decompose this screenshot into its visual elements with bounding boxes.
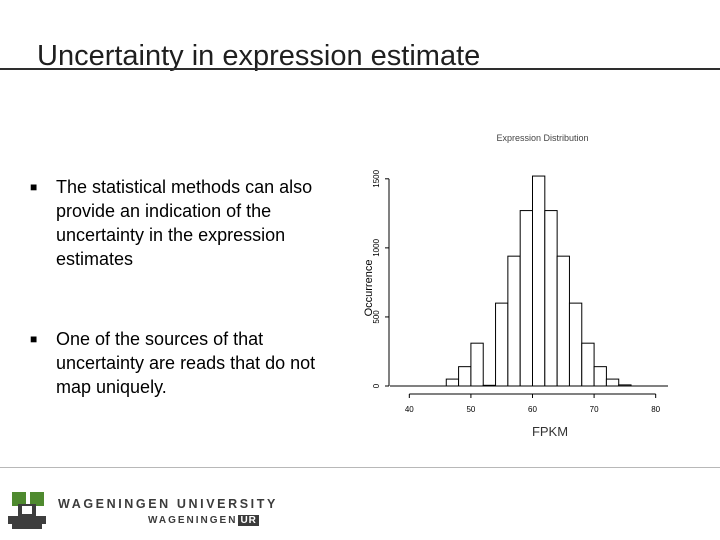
- histogram-bar: [495, 302, 509, 387]
- y-axis-label: Occurrence: [363, 260, 375, 317]
- x-tick-label: 70: [590, 405, 599, 414]
- histogram-bar: [445, 378, 460, 387]
- x-tick-label: 60: [528, 405, 537, 414]
- x-tick-label: 40: [405, 405, 414, 414]
- bullet-item: ■ The statistical methods can also provi…: [30, 175, 350, 271]
- chart-title: Expression Distribution: [496, 133, 588, 143]
- x-tick-label: 80: [651, 405, 660, 414]
- wageningen-logo-icon: [8, 492, 46, 529]
- histogram-bar: [568, 302, 583, 387]
- square-bullet-icon: ■: [30, 332, 38, 346]
- histogram-bar: [556, 255, 570, 387]
- histogram-bar: [618, 384, 632, 387]
- histogram-bar: [532, 175, 546, 387]
- logo-ur-badge: UR: [238, 515, 259, 526]
- bullet-item: ■ One of the sources of that uncertainty…: [30, 327, 350, 399]
- logo-text-university: WAGENINGEN UNIVERSITY: [58, 497, 278, 511]
- histogram-bar: [581, 342, 595, 387]
- logo-text-ur: WAGENINGEN UR: [148, 515, 259, 526]
- histogram-bar: [470, 342, 484, 387]
- y-tick-label: 0: [372, 383, 381, 388]
- square-bullet-icon: ■: [30, 180, 38, 194]
- histogram-bar: [507, 255, 521, 387]
- footer-divider: [0, 467, 720, 468]
- histogram-chart: Expression Distribution 0 500 1000 1500 Occur…: [363, 133, 668, 439]
- bullet-text: The statistical methods can also provide…: [56, 177, 313, 269]
- histogram-bar: [482, 384, 497, 387]
- histogram-bar: [458, 366, 472, 387]
- histogram-bar: [519, 210, 534, 387]
- x-axis-label: FPKM: [532, 424, 568, 439]
- histogram-bar: [593, 366, 607, 387]
- y-tick-label: 500: [372, 310, 381, 324]
- logo-text-wageningen: WAGENINGEN: [148, 515, 238, 526]
- histogram-bar: [544, 210, 558, 387]
- slide-title: Uncertainty in expression estimate: [37, 40, 481, 72]
- x-tick-label: 50: [466, 405, 475, 414]
- title-divider: [0, 68, 720, 70]
- bullet-text: One of the sources of that uncertainty a…: [56, 329, 316, 397]
- y-tick-label: 1000: [372, 238, 381, 256]
- y-tick-label: 1500: [372, 169, 381, 187]
- histogram-bar: [605, 378, 620, 387]
- bullet-list: ■ The statistical methods can also provi…: [30, 175, 350, 399]
